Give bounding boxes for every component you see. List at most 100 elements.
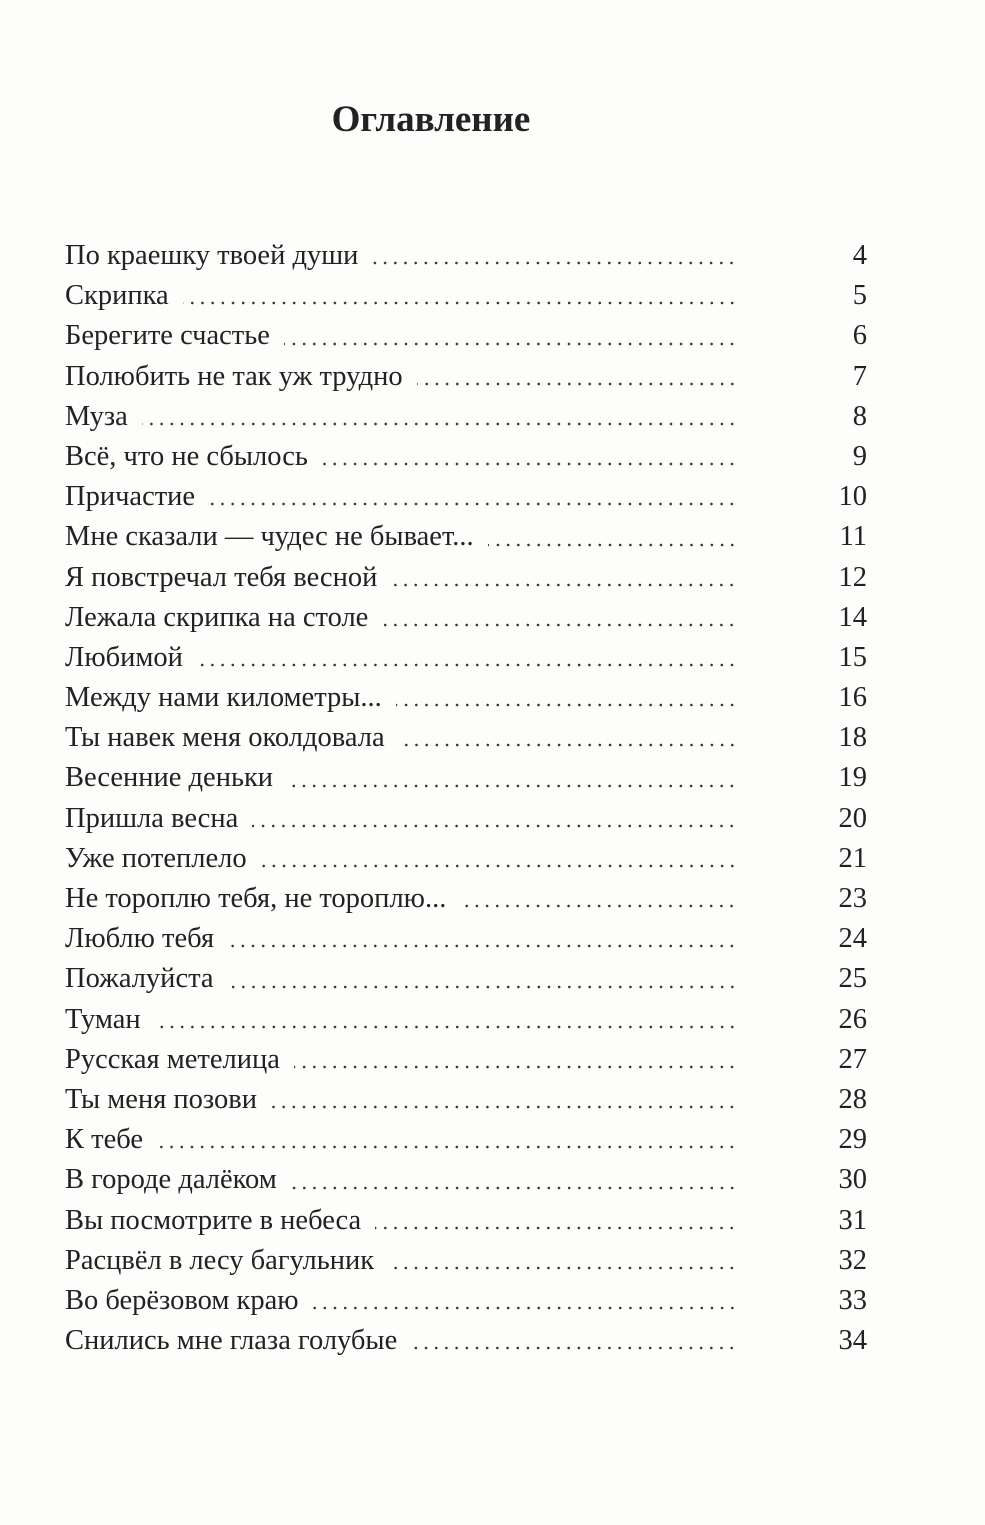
toc-entry-title: Уже потеплело [65, 842, 247, 874]
toc-entry: Весенние деньки 19 [65, 758, 867, 798]
toc-entry-page: 16 [838, 682, 868, 714]
dot-leader [228, 944, 737, 949]
toc-entry: Полюбить не так уж трудно 7 [65, 357, 867, 397]
toc-entry-page: 21 [838, 842, 868, 874]
toc-entry: Снились мне глаза голубые 34 [65, 1321, 867, 1361]
dot-leader [290, 1185, 737, 1190]
toc-entry: Всё, что не сбылось 9 [65, 437, 867, 477]
toc-entry-title: К тебе [65, 1124, 144, 1156]
dot-leader [398, 743, 737, 748]
toc-entry-title: Ты меня позови [65, 1083, 257, 1115]
toc-entry-page: 4 [852, 240, 867, 271]
toc-entry-title: Пришла весна [65, 802, 239, 834]
dot-leader [283, 341, 737, 346]
toc-entry-title: Ты навек меня околдовала [65, 722, 385, 754]
toc-entry: Уже потеплело 21 [65, 839, 867, 879]
dot-leader [227, 984, 737, 989]
toc-entry: Пришла весна 20 [65, 799, 867, 839]
toc-entry-page: 14 [838, 601, 868, 633]
toc-entry: Любимой 15 [65, 638, 867, 678]
toc-entry: Вы посмотрите в небеса 31 [65, 1201, 867, 1241]
dot-leader [460, 904, 737, 909]
dot-leader [154, 1024, 737, 1029]
toc-entry-title: Во берёзовом краю [65, 1284, 299, 1316]
dot-leader [487, 542, 737, 547]
toc-entry: Лежала скрипка на столе 14 [65, 598, 867, 638]
toc-entry: В городе далёком 30 [65, 1160, 867, 1200]
toc-entry-title: Туман [65, 1003, 141, 1035]
dot-leader [372, 261, 737, 266]
toc-entry-page: 5 [852, 280, 867, 312]
dot-leader [252, 823, 737, 828]
toc-entry-page: 9 [852, 440, 867, 472]
toc-entry-title: Не тороплю тебя, не тороплю... [65, 883, 447, 914]
dot-leader [391, 582, 737, 587]
toc-entry-page: 15 [838, 641, 868, 673]
toc-entry: Берегите счастье 6 [65, 316, 867, 356]
toc-entry-title: Муза [65, 400, 128, 432]
toc-entry-page: 24 [838, 923, 868, 955]
toc-entry: Причастие 10 [65, 477, 867, 517]
toc-entry-page: 18 [838, 722, 868, 754]
toc-entry-title: Берегите счастье [65, 320, 270, 352]
toc-entry-page: 19 [838, 762, 868, 794]
toc-entry: Пожалуйста 25 [65, 959, 867, 999]
toc-entry-page: 29 [838, 1124, 868, 1156]
toc-entry-page: 26 [838, 1003, 868, 1035]
toc-entry: Мне сказали — чудес не бывает... 11 [65, 517, 867, 557]
toc-entry-title: Лежала скрипка на столе [65, 601, 369, 633]
toc-entry: Не тороплю тебя, не тороплю... 23 [65, 879, 867, 919]
dot-leader [271, 1105, 737, 1110]
toc-entry-page: 12 [838, 561, 868, 593]
toc-entry-title: Русская метелица [65, 1043, 280, 1075]
toc-entry: Расцвёл в лесу багульник 32 [65, 1241, 867, 1281]
toc-entry-page: 32 [838, 1244, 868, 1276]
toc-entry-title: Скрипка [65, 280, 169, 312]
toc-entry: Скрипка 5 [65, 276, 867, 316]
dot-leader [411, 1346, 737, 1351]
toc-entry-page: 7 [852, 360, 867, 392]
dot-leader [395, 703, 737, 708]
toc-entry-title: Я повстречал тебя весной [65, 561, 378, 593]
toc-entry: Люблю тебя 24 [65, 919, 867, 959]
toc-entry: Ты навек меня околдовала 18 [65, 718, 867, 758]
toc-entry: По краешку твоей души 4 [65, 236, 867, 276]
toc-entry-page: 10 [838, 481, 868, 513]
toc-entry: Ты меня позови 28 [65, 1080, 867, 1120]
toc-entry: Между нами километры... 16 [65, 678, 867, 718]
toc-entry-title: Вы посмотрите в небеса [65, 1204, 362, 1236]
toc-entry-page: 25 [838, 963, 868, 995]
dot-leader [382, 622, 737, 627]
toc-entry-page: 31 [838, 1204, 868, 1236]
toc-entry-page: 6 [852, 320, 867, 352]
toc-entry-page: 33 [838, 1284, 868, 1316]
dot-leader [416, 381, 737, 386]
toc-entry-page: 23 [838, 883, 868, 914]
dot-leader [141, 421, 737, 426]
toc-entry-title: Между нами километры... [65, 682, 382, 714]
dot-leader [388, 1265, 737, 1270]
toc-entry-page: 11 [839, 521, 867, 553]
toc-entry-title: Причастие [65, 481, 196, 513]
toc-entry-title: Люблю тебя [65, 923, 215, 955]
toc-entry-title: Снились мне глаза голубые [65, 1325, 398, 1357]
toc-entry: Я повстречал тебя весной 12 [65, 558, 867, 598]
dot-leader [375, 1225, 737, 1230]
toc-entry-title: Полюбить не так уж трудно [65, 360, 403, 392]
toc-entry-page: 34 [838, 1325, 868, 1357]
dot-leader [260, 864, 737, 868]
toc-entry-page: 8 [852, 400, 867, 432]
dot-leader [209, 502, 737, 507]
toc-entry-title: Весенние деньки [65, 762, 274, 794]
toc-entry: Во берёзовом краю 33 [65, 1281, 867, 1321]
dot-leader [287, 783, 737, 788]
toc-entry-title: По краешку твоей души [65, 240, 359, 271]
toc-entry-title: Любимой [65, 641, 183, 673]
toc-entry-title: Мне сказали — чудес не бывает... [65, 521, 474, 553]
toc-entry-title: В городе далёком [65, 1164, 277, 1196]
toc-entry-page: 30 [838, 1164, 868, 1196]
toc-entry-title: Всё, что не сбылось [65, 440, 308, 472]
toc-entry-title: Пожалуйста [65, 963, 214, 995]
dot-leader [312, 1306, 737, 1311]
dot-leader [182, 301, 737, 306]
